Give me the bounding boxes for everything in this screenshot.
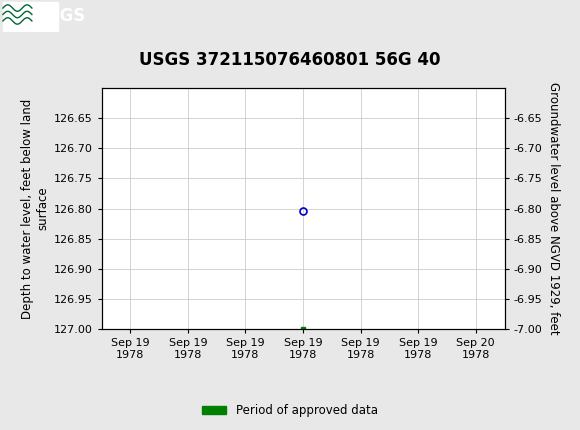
FancyBboxPatch shape bbox=[3, 2, 58, 31]
Y-axis label: Depth to water level, feet below land
surface: Depth to water level, feet below land su… bbox=[21, 98, 49, 319]
Text: USGS 372115076460801 56G 40: USGS 372115076460801 56G 40 bbox=[139, 51, 441, 69]
Text: USGS: USGS bbox=[35, 7, 86, 25]
Legend: Period of approved data: Period of approved data bbox=[198, 399, 382, 422]
Y-axis label: Groundwater level above NGVD 1929, feet: Groundwater level above NGVD 1929, feet bbox=[546, 82, 560, 335]
